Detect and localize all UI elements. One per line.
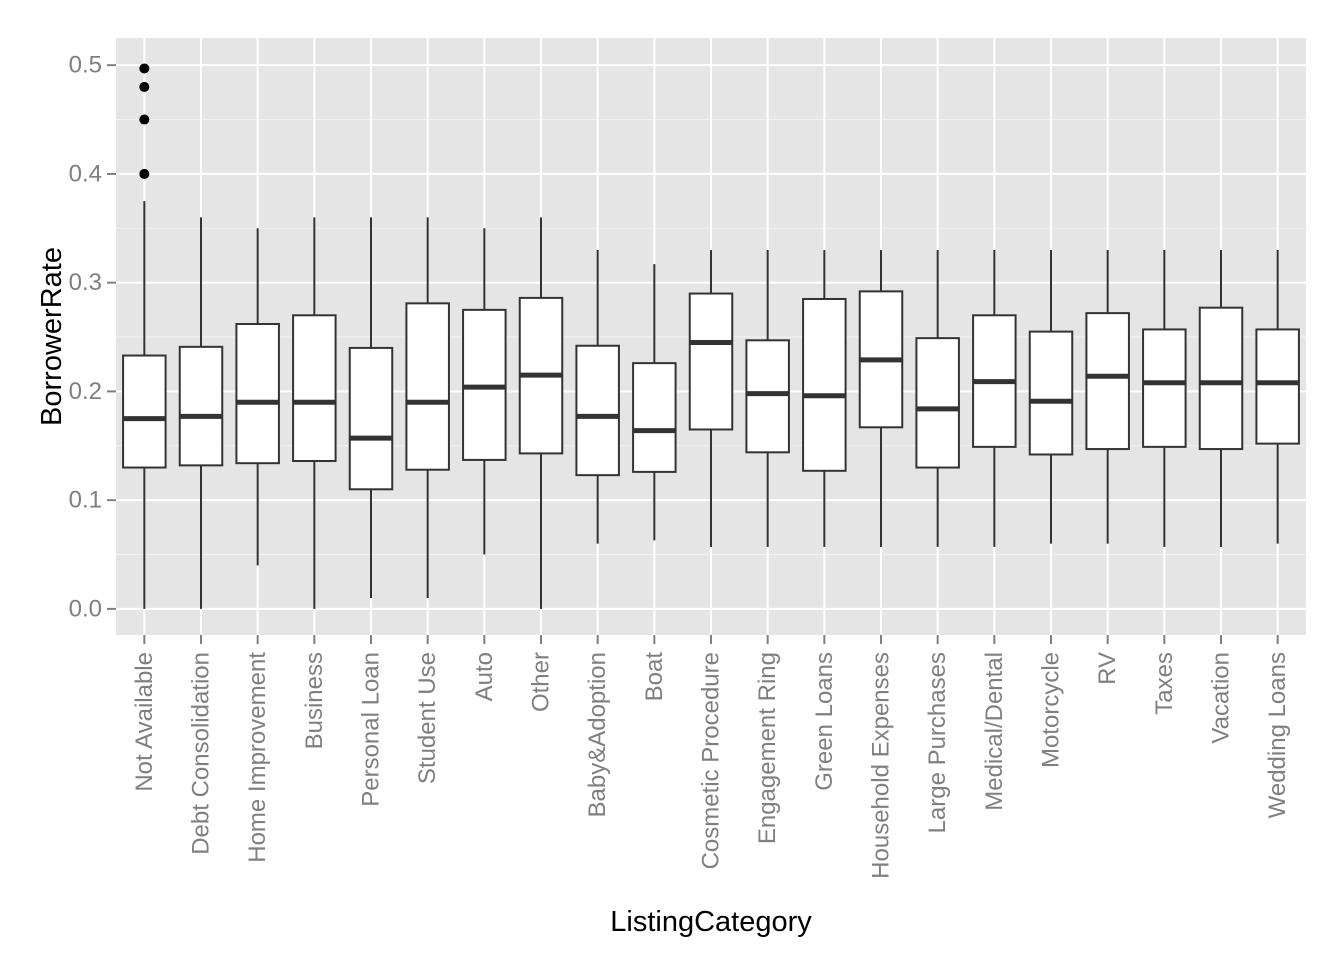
box-iqr [802,297,847,472]
box-home-improvement [235,228,280,566]
outlier-point [139,81,150,92]
box-wedding-loans [1255,250,1300,544]
y-tick-label: 0.4 [69,160,102,187]
box-baby-adoption [575,250,620,544]
box-iqr [1028,330,1074,456]
x-tick-label: Auto [471,652,498,701]
x-tick-label: Engagement Ring [754,652,781,844]
y-tick-label: 0.1 [69,487,102,514]
y-axis: 0.0 0.1 0.2 0.3 0.4 0.5 [69,52,116,622]
x-tick-label: Household Expenses [868,652,895,879]
box-iqr [632,362,677,473]
box-other [518,217,564,609]
box-motorcycle [1028,250,1074,544]
box-cosmetic-procedure [688,250,734,547]
box-rv [1085,250,1130,544]
x-tick-label: Vacation [1208,652,1235,744]
box-green-loans [802,250,847,547]
box-business [292,217,337,609]
box-iqr [745,339,790,454]
y-tick-label: 0.2 [69,378,102,405]
box-iqr [348,346,394,491]
box-personal-loan [348,217,394,599]
x-tick-label: Student Use [414,652,441,784]
outlier-point [139,168,150,179]
box-not-available [122,63,167,609]
box-iqr [1198,306,1244,451]
outlier-point [139,63,150,74]
box-vacation [1198,250,1244,547]
box-taxes [1142,250,1187,547]
x-tick-label: Personal Loan [358,652,385,807]
x-tick-label: Baby&Adoption [584,652,611,817]
box-iqr [1142,328,1187,448]
x-tick-label: Other [528,652,555,712]
y-tick-label: 0.0 [69,595,102,622]
x-axis: Not Available Debt Consolidation Home Impr… [131,635,1291,879]
x-tick-label: RV [1094,652,1121,685]
box-iqr [1255,328,1300,445]
x-tick-label: Boat [641,652,668,702]
y-tick-label: 0.3 [69,269,102,296]
x-tick-label: Business [301,652,328,749]
box-medical-dental [972,250,1017,547]
x-tick-label: Home Improvement [244,652,271,863]
box-iqr [122,354,167,469]
outlier-point [139,114,150,125]
box-large-purchases [915,250,960,547]
y-axis-title: BorrowerRate [36,247,68,426]
box-iqr [235,322,280,465]
box-iqr [292,314,337,463]
boxplot-series [122,63,1300,609]
x-tick-label: Motorcycle [1038,652,1065,768]
y-tick-label: 0.5 [69,52,102,79]
x-tick-label: Medical/Dental [981,652,1008,811]
box-iqr [405,302,450,471]
box-student-use [405,217,450,599]
box-iqr [1085,312,1130,451]
box-auto [462,228,507,555]
box-engagement-ring [745,250,790,547]
box-iqr [178,345,224,467]
x-tick-label: Wedding Loans [1264,652,1291,818]
x-tick-label: Not Available [131,652,158,792]
box-iqr [688,292,734,431]
box-iqr [915,337,960,469]
box-household-expenses [858,250,904,547]
x-tick-label: Large Purchases [924,652,951,833]
x-tick-label: Green Loans [811,652,838,791]
box-boat [632,264,677,541]
x-tick-label: Taxes [1151,652,1178,715]
x-axis-title: ListingCategory [610,906,812,938]
x-tick-label: Cosmetic Procedure [698,652,725,869]
box-iqr [575,344,620,477]
x-tick-label: Debt Consolidation [188,652,215,855]
box-debt-consolidation [178,217,224,609]
